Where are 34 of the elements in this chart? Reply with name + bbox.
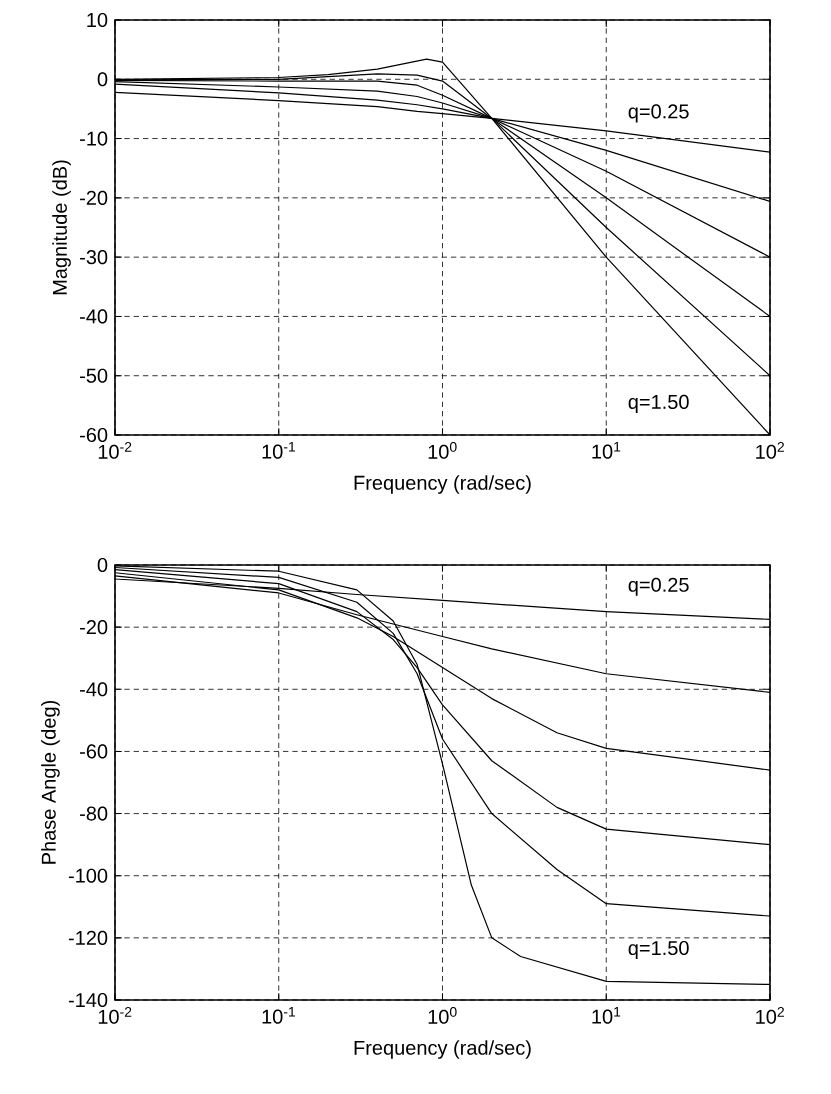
- y-tick-label: -10: [80, 131, 108, 146]
- annotation: q=1.50: [628, 940, 689, 960]
- x-tick-label: 10$^{0}$: [428, 441, 457, 459]
- y-tick-label: -50: [80, 368, 108, 383]
- y-tick-label: -40: [80, 682, 108, 697]
- y-tick-label: -100: [68, 868, 108, 883]
- x-axis-title: Frequency (rad/sec): [354, 475, 531, 494]
- x-tick-label: 10$^{2}$: [756, 441, 784, 459]
- y-tick-label: 0: [97, 72, 108, 87]
- x-tick-label: 10$^{-1}$: [262, 1006, 296, 1024]
- annotation: q=1.50: [628, 394, 689, 413]
- x-tick-label: 10$^{0}$: [428, 1006, 457, 1024]
- y-tick-label: -20: [80, 620, 108, 635]
- x-tick-label: 10$^{-2}$: [98, 1006, 132, 1024]
- y-tick-label: 0: [97, 557, 108, 573]
- annotation: q=0.25: [628, 577, 689, 596]
- x-axis-title: Frequency (rad/sec): [354, 1040, 531, 1059]
- y-axis-title: Phase Angle (deg): [41, 700, 60, 864]
- y-tick-label: 10: [87, 12, 108, 28]
- y-tick-label: -60: [80, 427, 108, 443]
- y-tick-label: -30: [80, 250, 108, 265]
- y-tick-label: -80: [80, 806, 108, 821]
- x-tick-label: 10$^{-1}$: [262, 441, 296, 459]
- x-tick-label: 10$^{1}$: [592, 441, 621, 459]
- annotation: q=0.25: [628, 104, 689, 123]
- y-tick-label: -120: [68, 930, 108, 945]
- x-tick-label: 10$^{1}$: [592, 1006, 621, 1024]
- y-tick-label: -40: [80, 309, 108, 324]
- y-tick-label: -140: [68, 992, 108, 1008]
- y-tick-label: -60: [80, 744, 108, 759]
- x-tick-label: 10$^{2}$: [756, 1006, 784, 1024]
- x-tick-label: 10$^{-2}$: [98, 441, 132, 459]
- y-axis-title: Magnitude (dB): [52, 160, 71, 295]
- y-tick-label: -20: [80, 190, 108, 205]
